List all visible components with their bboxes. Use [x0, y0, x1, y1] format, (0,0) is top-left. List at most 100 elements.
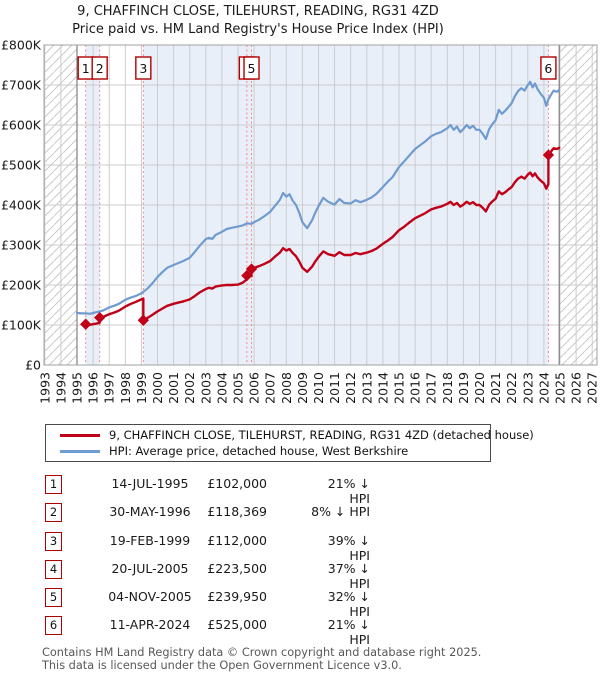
transaction-number-badge: 2	[45, 503, 62, 523]
table-row: 6 11-APR-2024 £525,000 21% ↓ HPI	[45, 616, 475, 648]
x-axis-tick-label: 2008	[279, 372, 294, 404]
chart-legend: 9, CHAFFINCH CLOSE, TILEHURST, READING, …	[45, 424, 534, 462]
transaction-number-box	[540, 56, 557, 80]
x-axis-tick-label: 2000	[150, 372, 165, 404]
transaction-date: 14-JUL-1995	[111, 476, 189, 491]
transaction-date: 04-NOV-2005	[108, 589, 192, 605]
footer-line-2: This data is licensed under the Open Gov…	[42, 659, 402, 672]
transaction-number-label: 5	[248, 61, 256, 76]
table-row: 3 19-FEB-1999 £112,000 39% ↓ HPI	[45, 531, 475, 563]
transaction-date: 20-JUL-2005	[111, 560, 189, 576]
transaction-price: £223,500	[207, 560, 267, 576]
y-axis-tick-label: £500K	[1, 158, 42, 173]
x-axis-tick-label: 2006	[247, 372, 262, 404]
price-chart: 123456£0£100K£200K£300K£400K£500K£600K£7…	[1, 38, 600, 404]
x-axis-tick-label: 1999	[134, 372, 149, 404]
transaction-number-badge: 3	[45, 531, 62, 551]
transaction-price: £102,000	[207, 476, 267, 491]
table-row: 2 30-MAY-1996 £118,369 8% ↓ HPI	[45, 503, 475, 531]
legend-row-price-paid: 9, CHAFFINCH CLOSE, TILEHURST, READING, …	[46, 427, 534, 443]
transaction-number-badge: 5	[45, 588, 62, 608]
x-axis-tick-label: 2004	[214, 372, 229, 404]
sale-diamond-marker	[542, 149, 555, 161]
transaction-date: 30-MAY-1996	[109, 504, 191, 520]
x-axis-tick-label: 2024	[536, 372, 551, 404]
legend-label: HPI: Average price, detached house, West…	[109, 444, 409, 458]
x-axis-tick-label: 2020	[472, 372, 487, 404]
x-axis-tick-label: 2002	[182, 372, 197, 404]
table-row: 4 20-JUL-2005 £223,500 37% ↓ HPI	[45, 559, 475, 591]
hpi-line	[75, 80, 561, 315]
y-axis-tick-label: £300K	[1, 238, 42, 253]
transaction-price: £525,000	[207, 617, 267, 633]
x-axis-tick-label: 1995	[70, 372, 85, 404]
y-axis-tick-label: £200K	[1, 278, 42, 293]
transaction-hpi-diff: 21% ↓ HPI	[327, 476, 370, 506]
footer-line-1: Contains HM Land Registry data © Crown c…	[42, 646, 482, 659]
x-axis-tick-label: 1998	[118, 372, 133, 404]
transaction-number-box	[243, 56, 260, 80]
x-axis-tick-label: 2027	[585, 372, 600, 404]
sale-diamond-marker	[137, 314, 149, 326]
transaction-price: £112,000	[207, 532, 267, 548]
x-axis-tick-label: 2021	[488, 372, 503, 404]
transaction-hpi-diff: 37% ↓ HPI	[327, 560, 370, 591]
sale-diamond-marker	[245, 263, 258, 275]
x-axis-tick-label: 2017	[424, 372, 439, 404]
x-axis-tick-label: 2022	[504, 372, 519, 404]
x-axis-tick-label: 2016	[408, 372, 423, 404]
legend-row-hpi: HPI: Average price, detached house, West…	[46, 443, 490, 459]
y-axis-tick-label: £600K	[1, 118, 42, 133]
transaction-hpi-diff: 32% ↓ HPI	[327, 589, 370, 620]
transaction-number-badge: 1	[45, 475, 62, 494]
transaction-number-box	[135, 56, 152, 80]
transaction-date: 19-FEB-1999	[109, 532, 191, 548]
x-axis-tick-label: 2009	[295, 372, 310, 404]
transaction-date: 11-APR-2024	[109, 617, 191, 633]
chart-title-block: 9, CHAFFINCH CLOSE, TILEHURST, READING, …	[0, 3, 516, 39]
y-axis-tick-label: £400K	[1, 198, 42, 213]
transaction-number-badge: 4	[45, 559, 62, 579]
y-axis-tick-label: £0	[25, 358, 41, 373]
x-axis-tick-label: 1994	[53, 372, 68, 404]
transaction-price: £239,950	[207, 589, 267, 605]
transaction-hpi-diff: 21% ↓ HPI	[327, 617, 370, 648]
price-paid-line-swatch	[60, 433, 100, 437]
page-subtitle: Price paid vs. HM Land Registry's House …	[72, 22, 444, 37]
x-axis-tick-label: 2015	[392, 372, 407, 404]
table-row: 1 14-JUL-1995 £102,000 21% ↓ HPI	[45, 475, 475, 506]
x-axis-tick-label: 2013	[359, 372, 374, 404]
y-axis-tick-label: £800K	[1, 38, 42, 53]
hpi-line-swatch	[60, 449, 100, 453]
page-title: 9, CHAFFINCH CLOSE, TILEHURST, READING, …	[77, 4, 439, 19]
legend-label: 9, CHAFFINCH CLOSE, TILEHURST, READING, …	[109, 428, 534, 442]
transaction-number-label: 2	[96, 61, 104, 76]
transaction-number-label: 6	[544, 61, 552, 76]
transaction-number-badge: 6	[45, 616, 62, 636]
attribution-footer: Contains HM Land Registry data © Crown c…	[42, 646, 481, 672]
transaction-hpi-diff: 39% ↓ HPI	[327, 532, 370, 563]
x-axis-tick-label: 1997	[102, 372, 117, 404]
plot-border	[43, 44, 598, 366]
y-axis-tick-label: £100K	[1, 318, 42, 333]
x-axis-tick-label: 2019	[456, 372, 471, 404]
x-axis-tick-label: 2026	[569, 372, 584, 404]
x-axis-tick-label: 2012	[343, 372, 358, 404]
transaction-price: £118,369	[207, 504, 267, 520]
transaction-hpi-diff: 8% ↓ HPI	[311, 504, 370, 520]
x-axis-tick-label: 2003	[198, 372, 213, 404]
x-axis-tick-label: 2011	[327, 372, 342, 404]
x-axis-tick-label: 2018	[440, 372, 455, 404]
transaction-number-label: 3	[139, 61, 147, 76]
x-axis-tick-label: 2005	[231, 372, 246, 404]
x-axis-tick-label: 2010	[311, 372, 326, 404]
transaction-number-box	[91, 56, 108, 80]
x-axis-tick-label: 2014	[375, 372, 390, 404]
x-axis-tick-label: 1996	[86, 372, 101, 404]
x-axis-tick-label: 2001	[166, 372, 181, 404]
x-axis-tick-label: 2023	[520, 372, 535, 404]
table-row: 5 04-NOV-2005 £239,950 32% ↓ HPI	[45, 588, 475, 620]
x-axis-tick-label: 2025	[553, 372, 568, 404]
y-axis-tick-label: £700K	[1, 78, 42, 93]
